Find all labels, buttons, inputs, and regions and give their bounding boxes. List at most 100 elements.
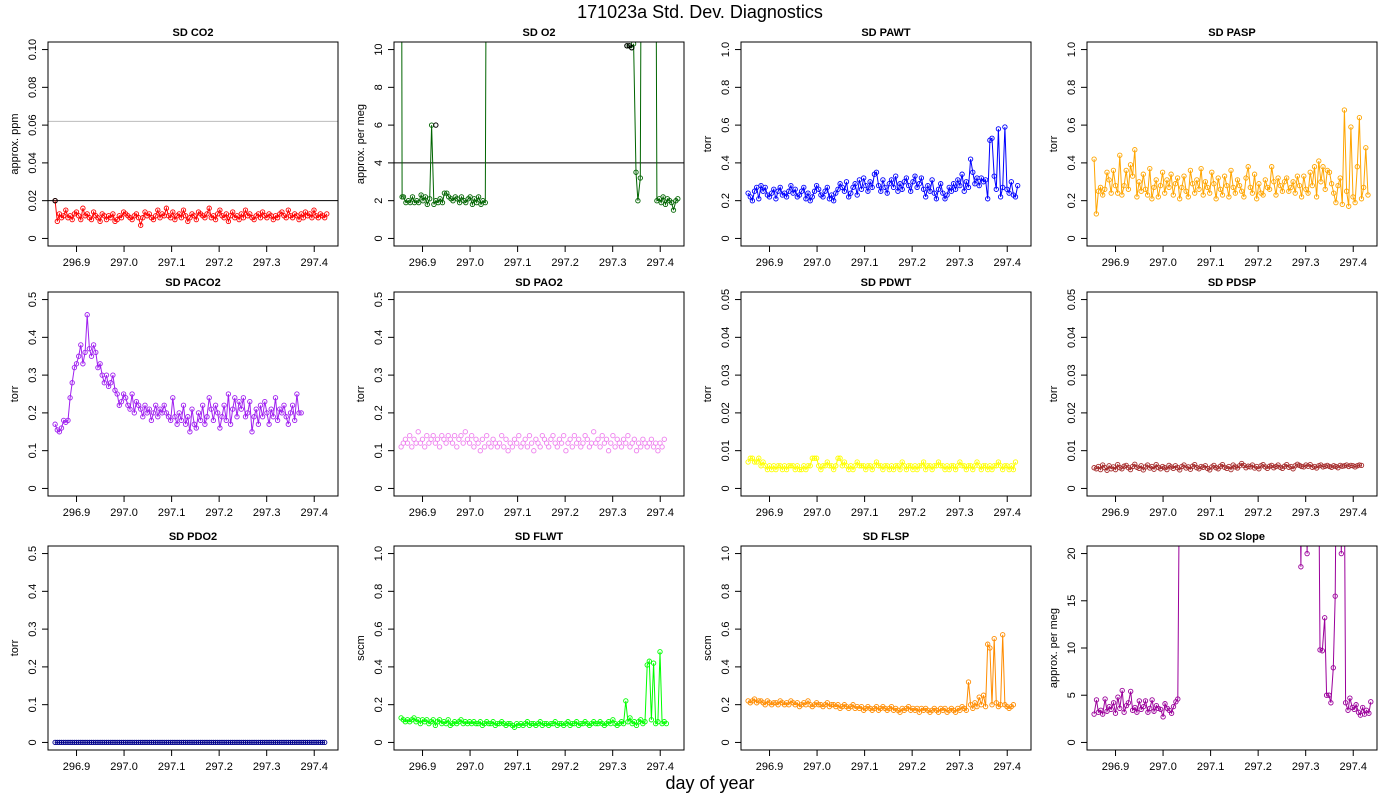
data-point — [961, 188, 967, 194]
series-line — [54, 314, 302, 433]
y-tick-label: 0.5 — [373, 292, 385, 307]
data-point — [1097, 466, 1104, 473]
data-point — [670, 207, 677, 213]
x-tick-label: 297.4 — [300, 507, 328, 519]
y-tick-label: 0.4 — [373, 330, 385, 345]
y-tick-label: 0.4 — [27, 330, 39, 345]
panel-4: SD PASP torr 296.9 297.0 297.1 297.2 297.3 297.… — [1048, 27, 1378, 269]
data-point — [1254, 196, 1260, 202]
data-point — [659, 444, 665, 450]
data-point — [1104, 708, 1110, 714]
x-tick-label: 297.4 — [646, 257, 674, 269]
data-point — [133, 398, 140, 405]
y-tick-label: 0.6 — [373, 621, 385, 636]
data-point — [97, 361, 103, 367]
data-point — [980, 692, 987, 698]
x-tick-label: 296.9 — [63, 257, 91, 269]
data-point — [974, 459, 980, 465]
data-point — [174, 421, 180, 427]
data-point — [142, 402, 148, 408]
data-point — [627, 444, 633, 450]
y-tick-label: 1.0 — [1066, 42, 1078, 57]
plot-area — [52, 312, 304, 435]
data-point — [824, 184, 830, 191]
data-point — [1112, 710, 1119, 716]
data-point — [997, 194, 1004, 200]
data-point — [195, 410, 202, 416]
data-point — [221, 402, 227, 408]
data-point — [618, 444, 625, 450]
data-point — [1147, 705, 1153, 712]
data-point — [959, 463, 965, 469]
data-point — [933, 196, 940, 202]
data-point — [249, 429, 255, 435]
data-point — [631, 436, 637, 442]
data-point — [434, 436, 441, 442]
data-point — [1149, 196, 1155, 202]
data-point — [835, 186, 841, 192]
data-point — [841, 188, 848, 194]
data-point — [84, 312, 90, 318]
data-point — [1303, 363, 1307, 367]
data-point — [501, 444, 507, 450]
data-point — [1125, 186, 1132, 192]
data-point — [1121, 709, 1127, 715]
y-tick-label: 0.08 — [27, 77, 39, 98]
data-point — [623, 698, 629, 704]
data-point — [610, 432, 616, 439]
data-point — [1093, 211, 1099, 217]
data-point — [914, 466, 920, 473]
data-point — [469, 201, 476, 208]
data-point — [1365, 192, 1371, 198]
data-point — [1136, 698, 1142, 704]
plot-frame — [740, 545, 1032, 751]
data-point — [1091, 711, 1097, 717]
data-point — [1117, 705, 1123, 712]
data-point — [1000, 184, 1006, 191]
y-tick-label: 0.1 — [373, 443, 385, 458]
data-point — [110, 211, 116, 217]
data-point — [558, 440, 565, 446]
data-point — [447, 436, 453, 442]
data-point — [1245, 164, 1251, 170]
y-tick-label: 0.3 — [373, 367, 385, 382]
data-point — [610, 717, 616, 723]
plot-area — [398, 649, 670, 730]
data-point — [786, 188, 792, 194]
data-point — [1353, 702, 1359, 708]
data-point — [223, 417, 229, 424]
data-point — [837, 181, 843, 187]
data-point — [238, 406, 244, 412]
x-tick-label: 297.2 — [1244, 761, 1272, 773]
data-point — [223, 211, 229, 217]
data-point — [257, 215, 264, 221]
data-point — [955, 177, 961, 183]
data-point — [462, 429, 468, 435]
data-point — [991, 173, 997, 179]
data-point — [1351, 706, 1357, 713]
plot-frame — [1086, 545, 1378, 751]
data-point — [910, 179, 916, 185]
data-point — [1247, 184, 1253, 191]
data-point — [187, 429, 193, 435]
data-point — [965, 463, 972, 469]
panel-title: SD FLSP — [863, 531, 909, 543]
data-point — [294, 391, 300, 397]
data-point — [831, 198, 837, 204]
data-point — [788, 463, 794, 469]
data-point — [595, 436, 601, 442]
x-tick-label: 296.9 — [756, 507, 784, 519]
data-point — [944, 192, 950, 198]
y-tick-label: 20 — [1066, 547, 1078, 559]
data-point — [783, 194, 790, 200]
data-point — [1275, 175, 1281, 181]
data-point — [439, 199, 446, 206]
data-point — [794, 463, 800, 469]
data-point — [777, 184, 783, 191]
data-point — [69, 216, 75, 223]
data-point — [153, 402, 159, 408]
data-point — [471, 444, 477, 450]
data-point — [890, 184, 897, 191]
panel-title: SD PDSP — [1208, 277, 1256, 289]
data-point — [1354, 164, 1360, 170]
